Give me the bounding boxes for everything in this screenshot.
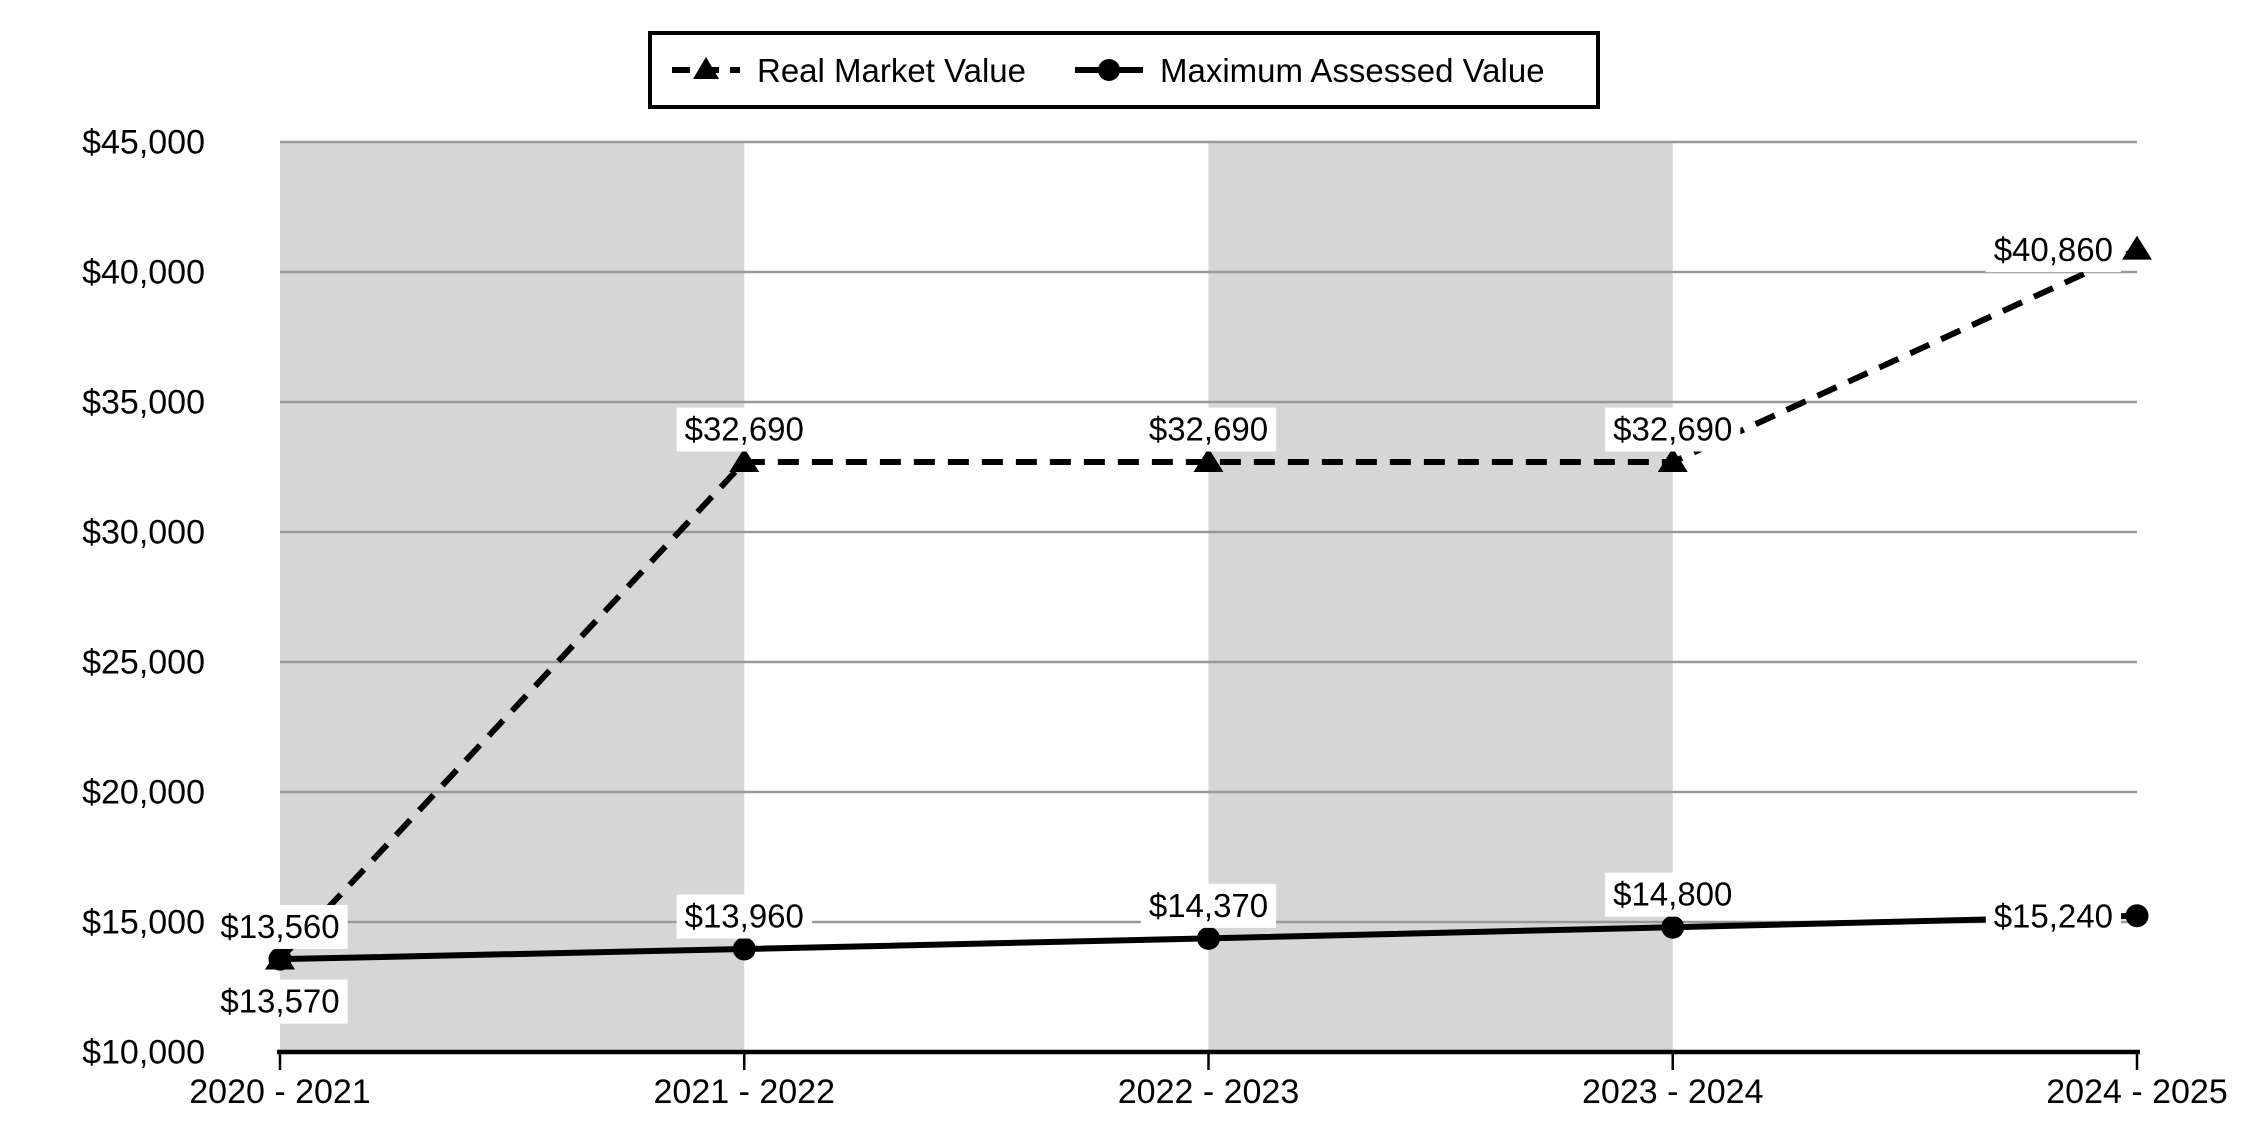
data-label-bg [1605, 872, 1741, 917]
y-axis-tick-label: $20,000 [82, 774, 205, 812]
legend-circle-icon [1098, 59, 1120, 81]
data-label-bg [676, 407, 812, 452]
y-axis-tick-label: $35,000 [82, 384, 205, 422]
data-label-bg [1140, 883, 1277, 928]
data-label: $14,370 [1149, 887, 1268, 924]
data-label-bg [1985, 894, 2121, 939]
data-label: $32,690 [1149, 411, 1268, 448]
series-line-real-market-value [277, 246, 2139, 962]
x-axis-tick-label: 2022 - 2023 [1118, 1073, 1300, 1111]
y-axis-tick-label: $25,000 [82, 644, 205, 682]
data-label: $40,860 [1994, 231, 2113, 268]
data-label: $14,800 [1613, 876, 1732, 913]
marker-triangle [1193, 448, 1224, 473]
shaded-band [280, 142, 745, 1052]
y-axis-tick-label: $15,000 [82, 904, 205, 942]
y-axis-tick-label: $40,000 [82, 254, 205, 292]
y-axis-tick-label: $30,000 [82, 514, 205, 552]
data-label-bg [676, 894, 812, 939]
x-axis-tick-label: 2021 - 2022 [654, 1073, 836, 1111]
data-label-bg [1605, 407, 1741, 452]
marker-circle [732, 937, 756, 961]
data-label-bg [212, 904, 348, 949]
data-label: $32,690 [685, 411, 804, 448]
marker-triangle [2122, 235, 2152, 260]
legend-label: Maximum Assessed Value [1160, 52, 1545, 89]
data-label: $13,960 [685, 898, 804, 935]
legend-item-real-market-value: Real Market Value [672, 52, 1026, 89]
marker-triangle [1657, 448, 1688, 473]
data-label-bg [1985, 228, 2121, 273]
data-label: $13,570 [220, 983, 339, 1020]
data-label: $13,560 [220, 908, 339, 945]
y-axis-tick-label: $45,000 [82, 124, 205, 162]
shaded-band [1208, 142, 1673, 1052]
x-axis-tick-label: 2024 - 2025 [2046, 1073, 2228, 1111]
legend-label: Real Market Value [757, 52, 1026, 89]
y-axis-tick-label: $10,000 [82, 1034, 205, 1072]
marker-circle [268, 947, 292, 971]
marker-circle [1197, 926, 1220, 950]
legend-triangle-icon [693, 57, 719, 79]
x-axis-tick-label: 2020 - 2021 [189, 1073, 371, 1111]
data-label-bg [212, 979, 348, 1024]
data-label: $15,240 [1994, 897, 2113, 934]
data-label-bg [1140, 407, 1277, 452]
data-label: $32,690 [1613, 411, 1732, 448]
marker-circle [2125, 904, 2149, 928]
marker-triangle [729, 448, 760, 473]
legend-item-maximum-assessed-value: Maximum Assessed Value [1075, 52, 1545, 89]
x-axis-tick-label: 2023 - 2024 [1582, 1073, 1764, 1111]
marker-circle [1661, 915, 1685, 939]
